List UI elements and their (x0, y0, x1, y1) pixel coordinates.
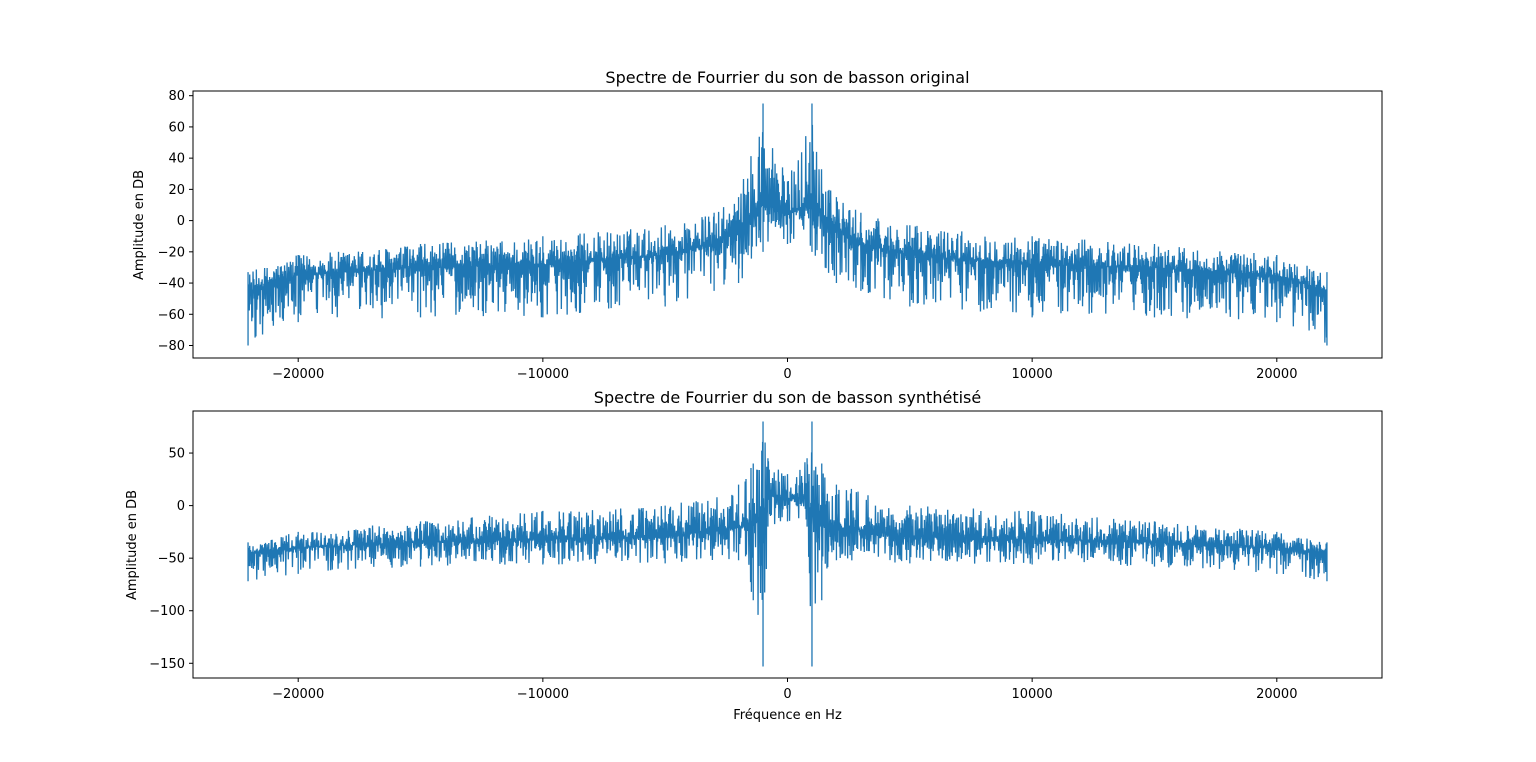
series-line-original (247, 103, 1328, 346)
y-tick-label: −60 (158, 308, 185, 323)
x-axis-synthesized: −20000 −10000 0 10000 20000 (272, 678, 1297, 702)
x-tick-label: 20000 (1256, 367, 1297, 382)
y-axis-original: 80 60 40 20 0 −20 −40 −60 −80 (158, 89, 193, 354)
series-line-synthesized (247, 421, 1328, 667)
subplot-original: Spectre de Fourrier du son de basson ori… (132, 68, 1383, 382)
x-tick-label: 10000 (1011, 687, 1052, 702)
x-axis-original: −20000 −10000 0 10000 20000 (272, 358, 1297, 382)
y-tick-label: −150 (149, 657, 185, 672)
y-tick-label: −80 (158, 339, 185, 354)
y-tick-label: −100 (149, 604, 185, 619)
y-tick-label: 60 (168, 120, 185, 135)
y-axis-label-original: Amplitude en DB (132, 170, 147, 280)
y-tick-label: −50 (158, 552, 185, 567)
y-tick-label: −40 (158, 277, 185, 292)
chart-title-synthesized: Spectre de Fourrier du son de basson syn… (594, 388, 981, 407)
y-tick-label: 80 (168, 89, 185, 104)
y-axis-synthesized: 50 0 −50 −100 −150 (149, 447, 193, 672)
y-axis-label-synthesized: Amplitude en DB (125, 490, 140, 600)
y-tick-label: −20 (158, 245, 185, 260)
x-tick-label: 20000 (1256, 687, 1297, 702)
x-tick-label: −20000 (272, 367, 324, 382)
subplot-synthesized: Spectre de Fourrier du son de basson syn… (125, 388, 1383, 723)
y-tick-label: 40 (168, 152, 185, 167)
y-tick-label: 0 (177, 499, 185, 514)
chart-title-original: Spectre de Fourrier du son de basson ori… (605, 68, 969, 87)
y-tick-label: 0 (177, 214, 185, 229)
x-tick-label: 0 (783, 687, 791, 702)
x-axis-label-synthesized: Fréquence en Hz (733, 708, 842, 723)
x-tick-label: 0 (783, 367, 791, 382)
y-tick-label: 20 (168, 183, 185, 198)
x-tick-label: 10000 (1011, 367, 1052, 382)
x-tick-label: −10000 (517, 367, 569, 382)
y-tick-label: 50 (168, 447, 185, 462)
x-tick-label: −20000 (272, 687, 324, 702)
x-tick-label: −10000 (517, 687, 569, 702)
